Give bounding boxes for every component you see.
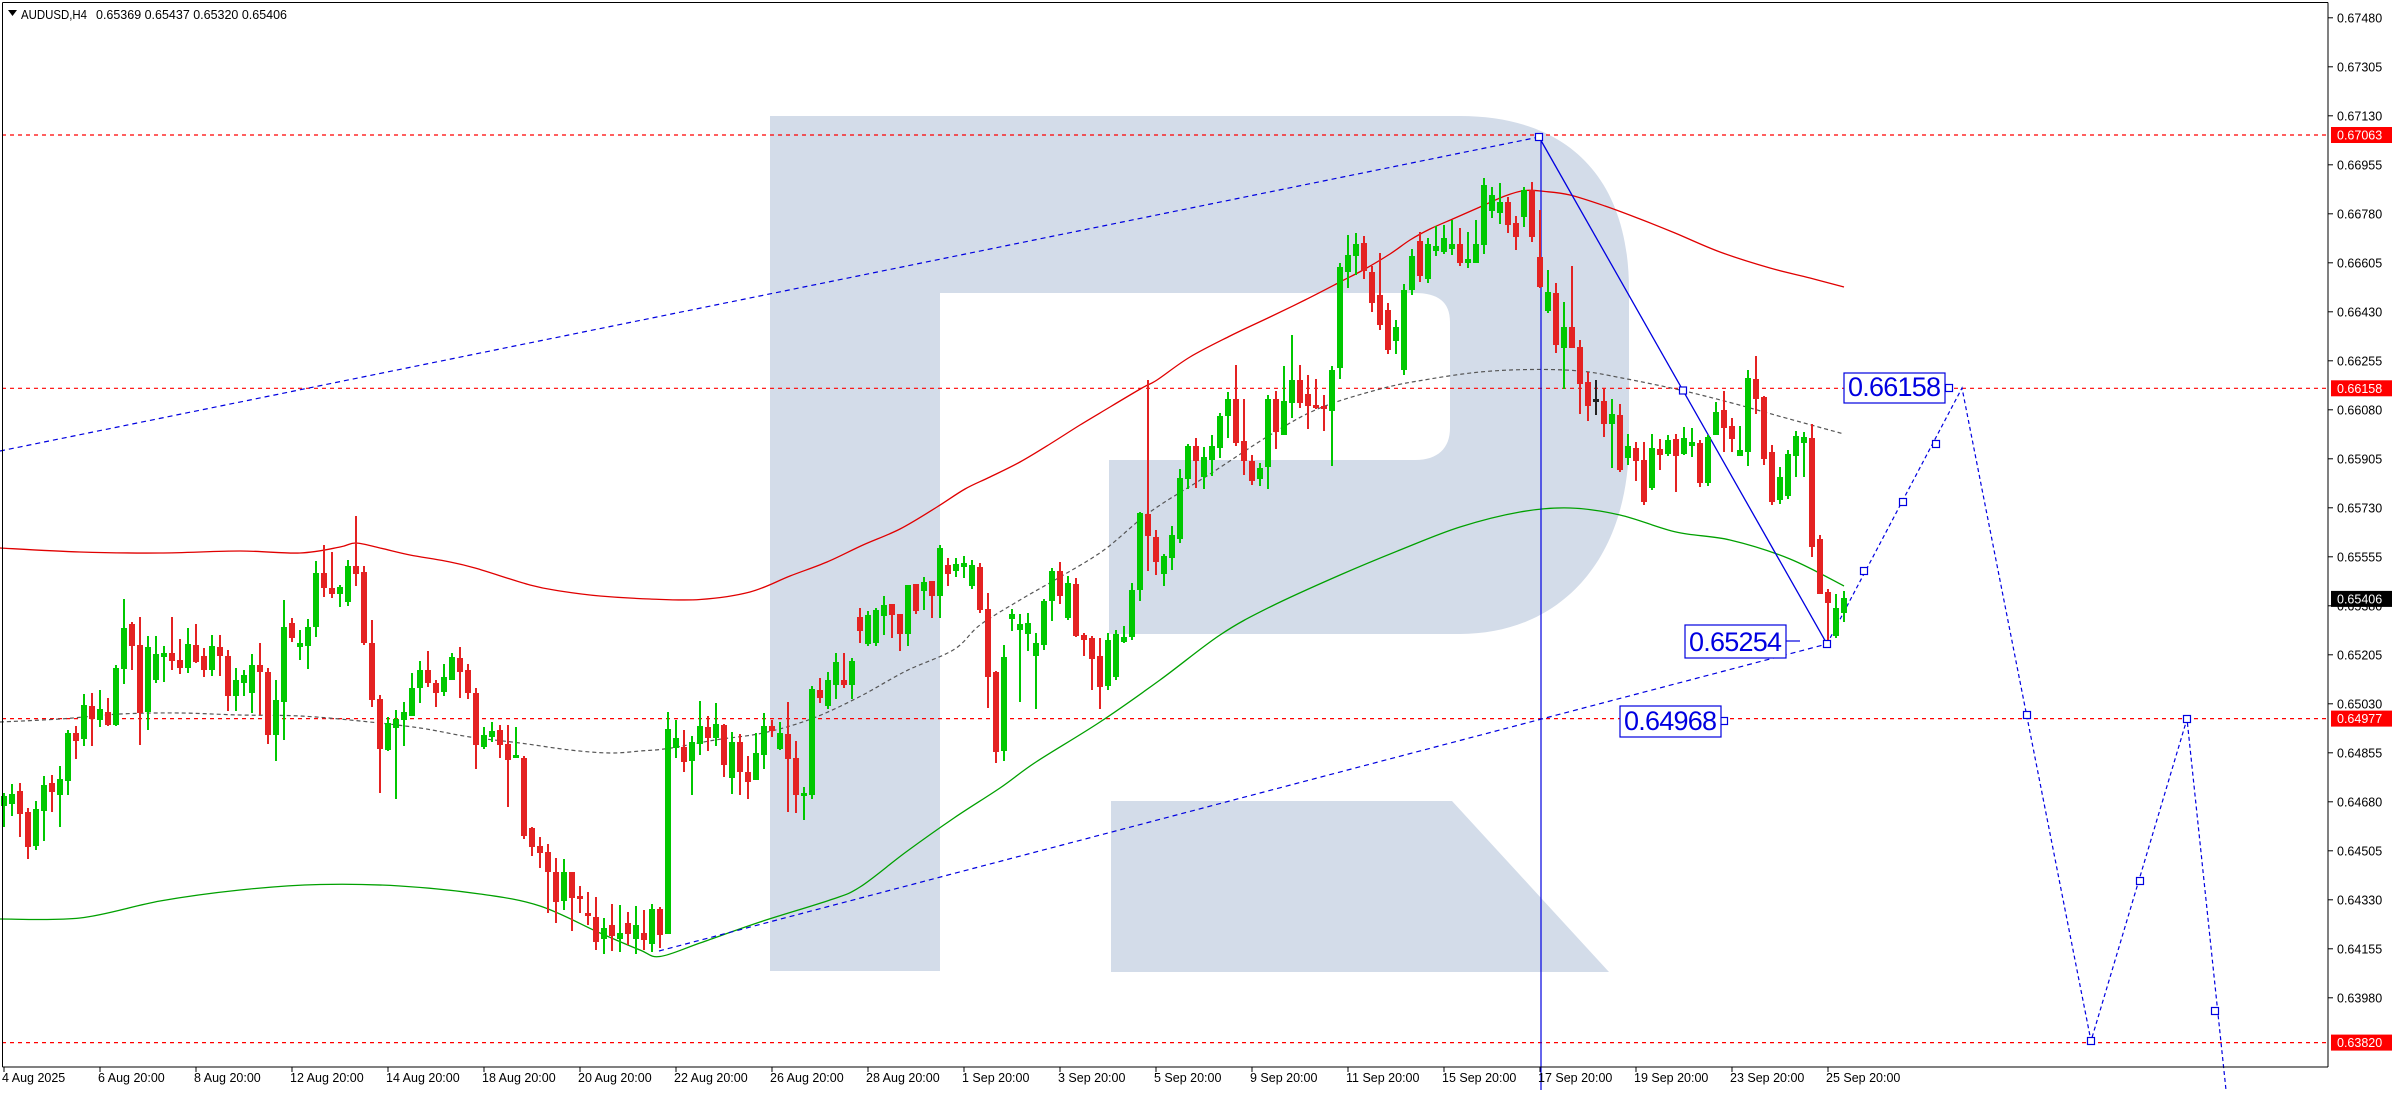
svg-text:5 Sep 20:00: 5 Sep 20:00 [1154, 1071, 1221, 1085]
svg-text:0.66430: 0.66430 [2337, 305, 2382, 319]
svg-text:3 Sep 20:00: 3 Sep 20:00 [1058, 1071, 1125, 1085]
svg-text:0.64680: 0.64680 [2337, 795, 2382, 809]
svg-text:0.63820: 0.63820 [2337, 1036, 2382, 1050]
svg-text:25 Sep 20:00: 25 Sep 20:00 [1826, 1071, 1900, 1085]
svg-text:0.66158: 0.66158 [2337, 382, 2382, 396]
svg-text:0.67063: 0.67063 [2337, 129, 2382, 143]
svg-text:0.65730: 0.65730 [2337, 501, 2382, 515]
svg-text:0.65406: 0.65406 [2337, 592, 2382, 606]
svg-text:26 Aug 20:00: 26 Aug 20:00 [770, 1071, 844, 1085]
svg-text:0.66605: 0.66605 [2337, 256, 2382, 270]
svg-text:0.65905: 0.65905 [2337, 452, 2382, 466]
svg-text:0.66255: 0.66255 [2337, 354, 2382, 368]
svg-text:0.64977: 0.64977 [2337, 712, 2382, 726]
svg-text:1 Sep 20:00: 1 Sep 20:00 [962, 1071, 1029, 1085]
svg-text:4 Aug 2025: 4 Aug 2025 [2, 1071, 65, 1085]
svg-text:0.66158: 0.66158 [1848, 372, 1941, 402]
svg-text:AUDUSD,H4: AUDUSD,H4 [21, 7, 87, 22]
svg-text:0.64855: 0.64855 [2337, 746, 2382, 760]
svg-text:0.64968: 0.64968 [1624, 706, 1717, 736]
svg-text:0.66780: 0.66780 [2337, 207, 2382, 221]
svg-text:11 Sep 20:00: 11 Sep 20:00 [1346, 1071, 1419, 1085]
svg-text:0.67305: 0.67305 [2337, 60, 2382, 74]
svg-text:0.66955: 0.66955 [2337, 158, 2382, 172]
svg-text:0.65254: 0.65254 [1689, 627, 1782, 657]
svg-text:18 Aug 20:00: 18 Aug 20:00 [482, 1071, 556, 1085]
svg-text:0.63980: 0.63980 [2337, 991, 2382, 1005]
svg-text:0.67130: 0.67130 [2337, 109, 2382, 123]
svg-text:19 Sep 20:00: 19 Sep 20:00 [1634, 1071, 1708, 1085]
svg-text:8 Aug 20:00: 8 Aug 20:00 [194, 1071, 261, 1085]
svg-text:9 Sep 20:00: 9 Sep 20:00 [1250, 1071, 1317, 1085]
svg-text:0.65555: 0.65555 [2337, 550, 2382, 564]
svg-text:0.64505: 0.64505 [2337, 844, 2382, 858]
svg-text:28 Aug 20:00: 28 Aug 20:00 [866, 1071, 940, 1085]
svg-text:12 Aug 20:00: 12 Aug 20:00 [290, 1071, 364, 1085]
svg-text:0.64155: 0.64155 [2337, 942, 2382, 956]
svg-text:23 Sep 20:00: 23 Sep 20:00 [1730, 1071, 1804, 1085]
svg-text:20 Aug 20:00: 20 Aug 20:00 [578, 1071, 652, 1085]
svg-text:17 Sep 20:00: 17 Sep 20:00 [1538, 1071, 1612, 1085]
svg-text:0.65030: 0.65030 [2337, 697, 2382, 711]
svg-text:0.65369 0.65437 0.65320 0.6540: 0.65369 0.65437 0.65320 0.65406 [96, 7, 287, 22]
svg-text:22 Aug 20:00: 22 Aug 20:00 [674, 1071, 748, 1085]
svg-text:14 Aug 20:00: 14 Aug 20:00 [386, 1071, 460, 1085]
svg-text:0.64330: 0.64330 [2337, 893, 2382, 907]
svg-text:0.66080: 0.66080 [2337, 403, 2382, 417]
svg-text:6 Aug 20:00: 6 Aug 20:00 [98, 1071, 165, 1085]
svg-text:0.65205: 0.65205 [2337, 648, 2382, 662]
svg-text:0.67480: 0.67480 [2337, 11, 2382, 25]
svg-text:15 Sep 20:00: 15 Sep 20:00 [1442, 1071, 1516, 1085]
